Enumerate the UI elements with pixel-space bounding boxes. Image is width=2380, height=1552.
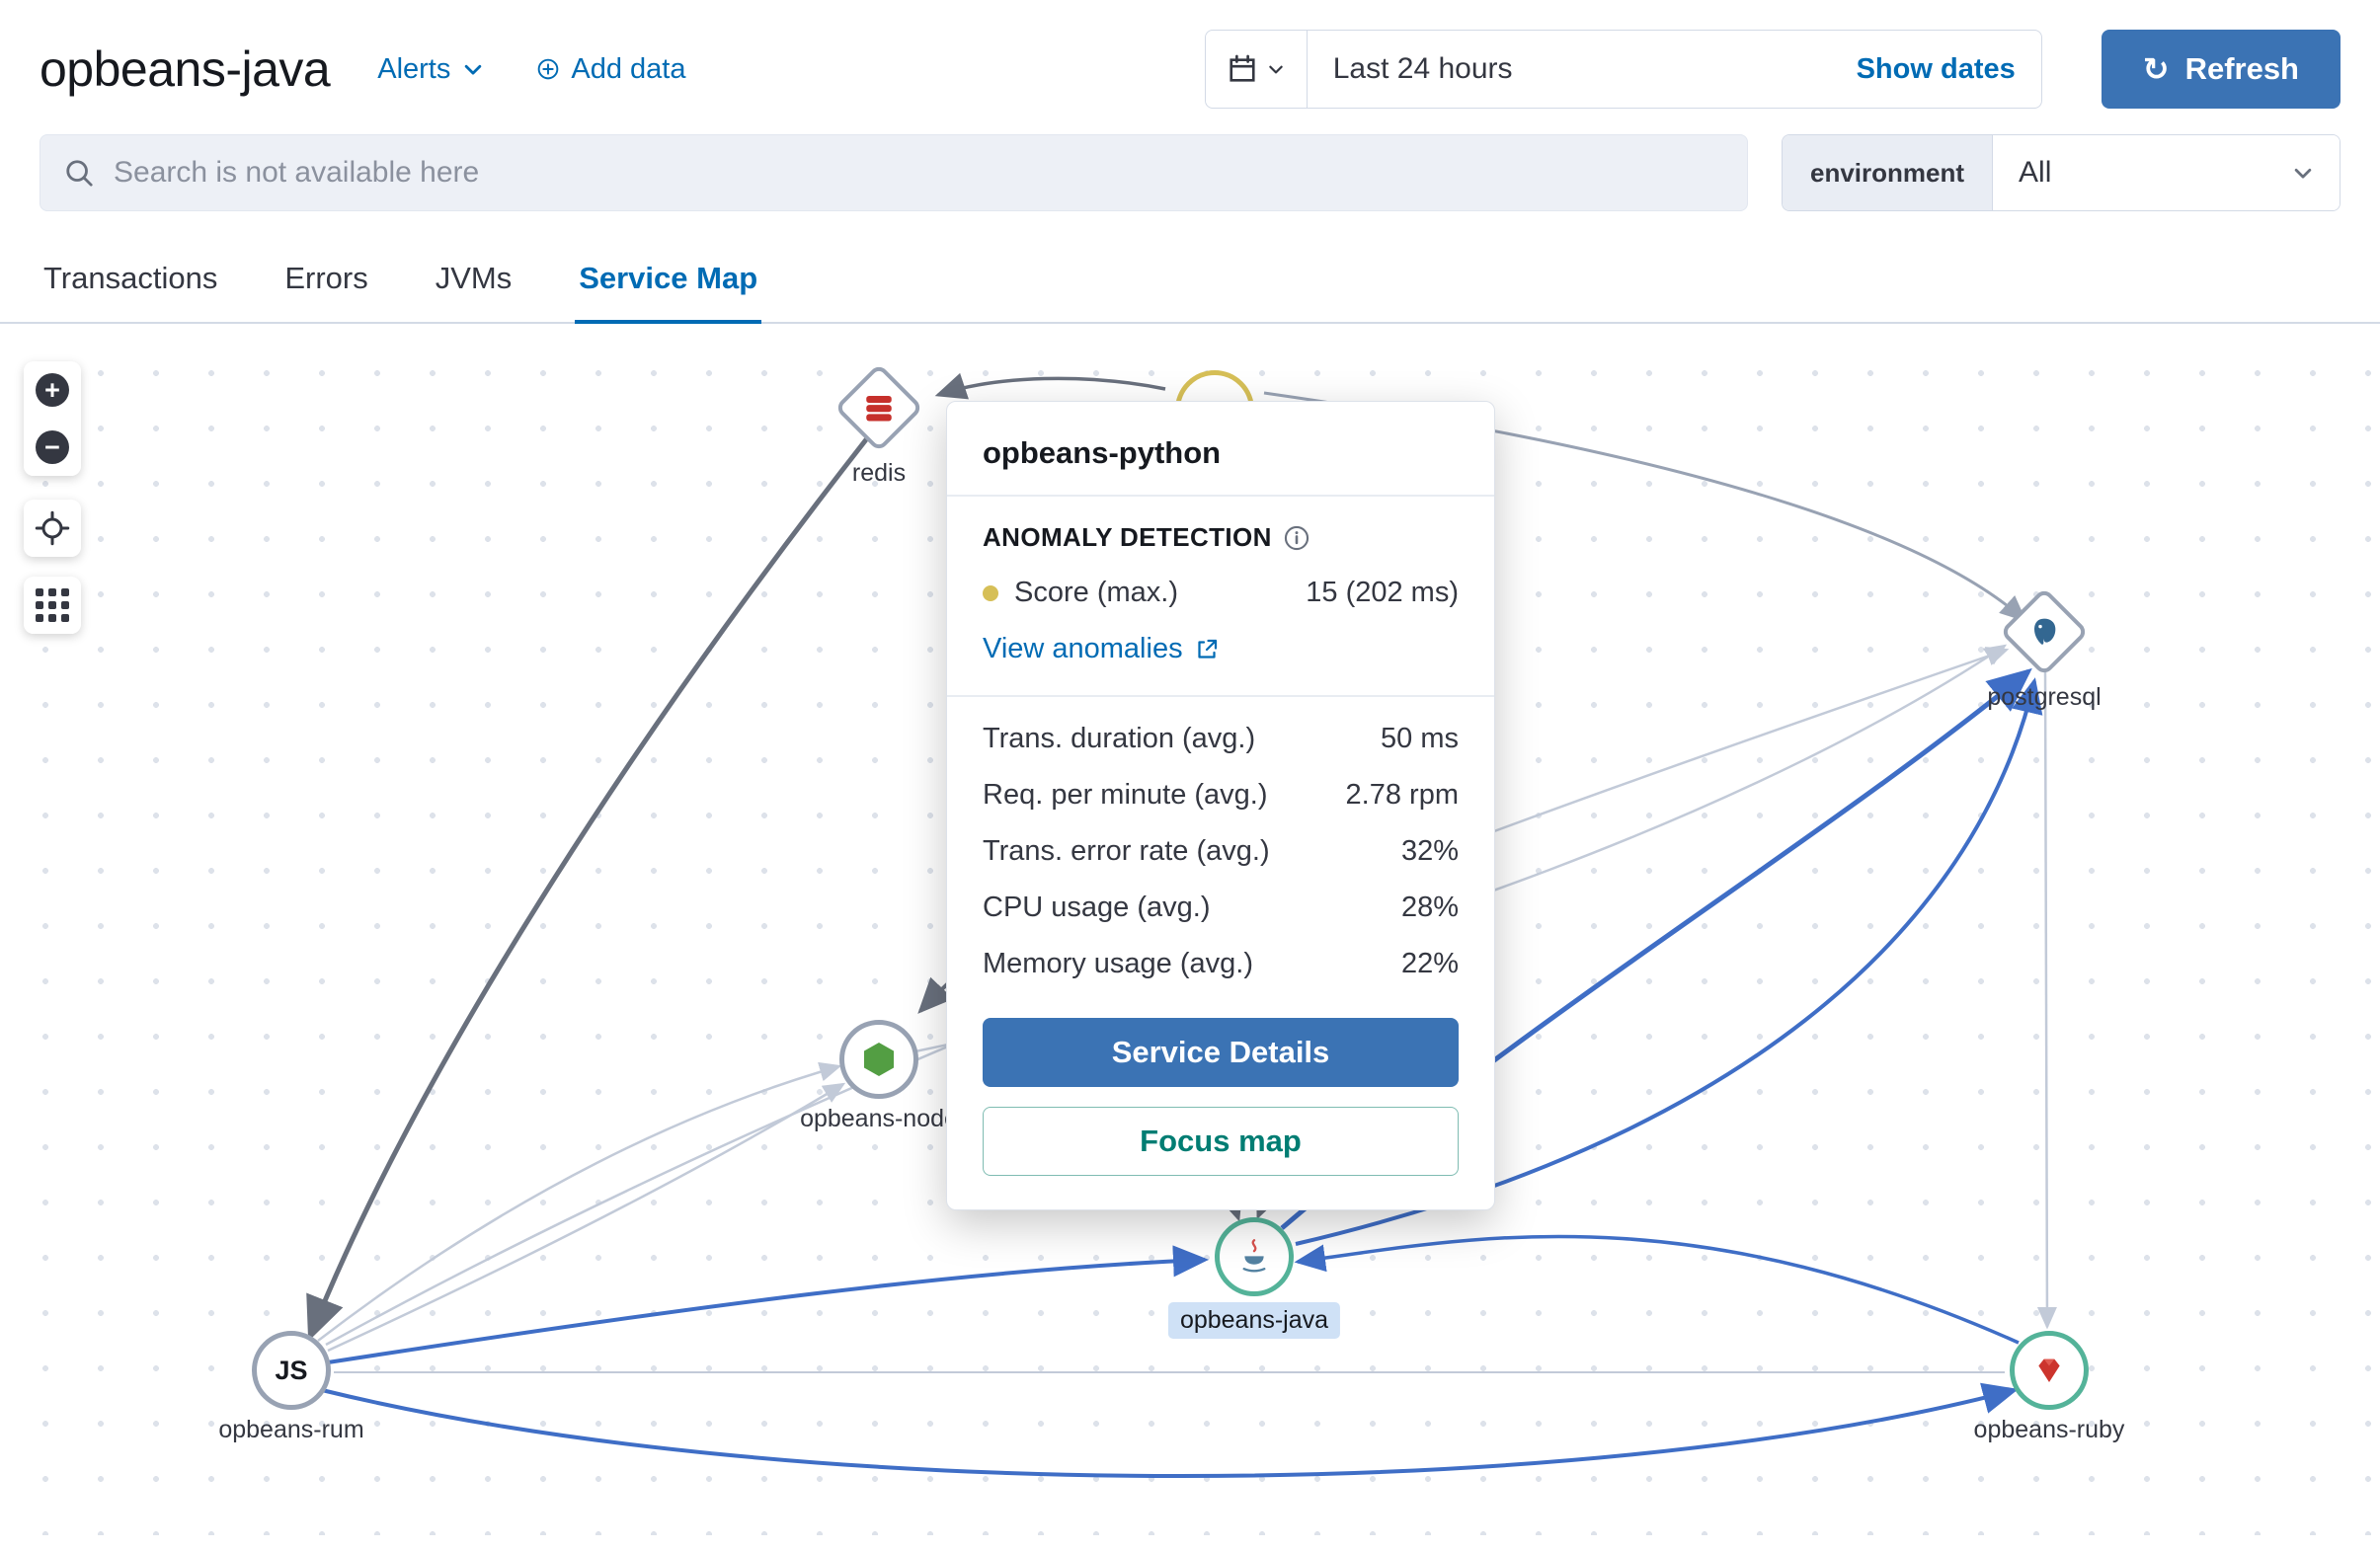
metric-label: Memory usage (avg.) bbox=[983, 948, 1253, 979]
center-control bbox=[24, 500, 81, 557]
anomaly-detection-heading: ANOMALY DETECTION bbox=[983, 522, 1459, 553]
search-row: environment All bbox=[0, 134, 2380, 211]
metric-value: 50 ms bbox=[1381, 723, 1459, 754]
search-box bbox=[40, 134, 1748, 211]
zoom-out-icon: − bbox=[36, 430, 69, 464]
metric-label: Req. per minute (avg.) bbox=[983, 779, 1268, 811]
grid-icon bbox=[36, 588, 69, 622]
node-label: opbeans-java bbox=[1167, 1302, 1341, 1339]
metric-label: CPU usage (avg.) bbox=[983, 892, 1211, 923]
anomaly-severity-dot bbox=[983, 584, 998, 601]
nodejs-node-shape bbox=[839, 1020, 918, 1099]
environment-filter[interactable]: environment All bbox=[1782, 134, 2340, 211]
page-title: opbeans-java bbox=[40, 41, 331, 97]
metric-row: CPU usage (avg.) 28% bbox=[983, 892, 1459, 924]
environment-value: All bbox=[2019, 156, 2052, 189]
divider bbox=[947, 495, 1494, 497]
metric-value: 22% bbox=[1400, 948, 1459, 979]
node-label: opbeans-rum bbox=[218, 1416, 364, 1443]
external-link-icon bbox=[1197, 639, 1217, 659]
crosshair-icon bbox=[35, 510, 70, 546]
javascript-icon: JS bbox=[275, 1355, 308, 1385]
apm-tabs: Transactions Errors JVMs Service Map bbox=[0, 247, 2380, 324]
anomaly-heading-label: ANOMALY DETECTION bbox=[983, 522, 1272, 552]
environment-filter-label: environment bbox=[1783, 135, 1994, 210]
search-icon bbox=[66, 160, 93, 187]
popup-title: opbeans-python bbox=[983, 435, 1222, 470]
calendar-icon bbox=[1230, 54, 1255, 82]
node-label: postgresql bbox=[1987, 683, 2102, 711]
alerts-dropdown[interactable]: Alerts bbox=[371, 52, 490, 87]
postgresql-icon bbox=[2034, 618, 2056, 645]
date-picker-button[interactable] bbox=[1205, 31, 1308, 108]
service-details-button[interactable]: Service Details bbox=[983, 1018, 1459, 1087]
view-anomalies-link[interactable]: View anomalies bbox=[983, 633, 1219, 665]
ruby-icon bbox=[2038, 1358, 2060, 1382]
page-header: opbeans-java Alerts Add data Last 24 hou… bbox=[0, 0, 2380, 134]
tab-transactions[interactable]: Transactions bbox=[40, 247, 221, 324]
metric-value: 32% bbox=[1400, 835, 1459, 867]
add-data-button[interactable]: Add data bbox=[531, 52, 691, 87]
service-map-canvas[interactable]: + − redis postgresql opbeans-node bbox=[0, 324, 2380, 1535]
info-icon[interactable] bbox=[1284, 525, 1309, 551]
java-node-shape bbox=[1215, 1217, 1294, 1296]
grid-layout-button[interactable] bbox=[24, 577, 81, 634]
zoom-out-button[interactable]: − bbox=[24, 419, 81, 476]
tab-service-map[interactable]: Service Map bbox=[575, 247, 762, 324]
metric-label: Trans. duration (avg.) bbox=[983, 723, 1256, 754]
show-dates-link[interactable]: Show dates bbox=[1856, 52, 2016, 85]
chevron-down-icon bbox=[1269, 65, 1283, 74]
redis-icon bbox=[866, 395, 892, 422]
zoom-controls: + − bbox=[24, 361, 81, 476]
time-range-value[interactable]: Last 24 hours bbox=[1332, 52, 1513, 85]
metric-value: 28% bbox=[1400, 892, 1459, 923]
node-label: opbeans-node bbox=[800, 1105, 958, 1132]
view-anomalies-label: View anomalies bbox=[983, 633, 1183, 664]
metric-label: Trans. error rate (avg.) bbox=[983, 835, 1270, 867]
rum-node-shape: JS bbox=[252, 1331, 331, 1410]
node-label: opbeans-ruby bbox=[1973, 1416, 2125, 1443]
java-icon bbox=[1242, 1239, 1266, 1273]
layout-control bbox=[24, 577, 81, 634]
metric-row: Req. per minute (avg.) 2.78 rpm bbox=[983, 779, 1459, 812]
metric-value: 2.78 rpm bbox=[1345, 779, 1459, 811]
score-label: Score (max.) bbox=[1014, 577, 1178, 608]
plus-circle-icon bbox=[538, 58, 559, 80]
service-popup: opbeans-python ANOMALY DETECTION Score (… bbox=[946, 401, 1495, 1210]
refresh-icon: ↻ bbox=[2142, 51, 2170, 87]
refresh-label: Refresh bbox=[2184, 51, 2299, 86]
tab-errors[interactable]: Errors bbox=[280, 247, 371, 324]
metric-row: Trans. duration (avg.) 50 ms bbox=[983, 723, 1459, 755]
metric-row: Trans. error rate (avg.) 32% bbox=[983, 835, 1459, 868]
divider bbox=[947, 695, 1494, 697]
focus-map-button[interactable]: Focus map bbox=[983, 1107, 1459, 1176]
tab-jvms[interactable]: JVMs bbox=[432, 247, 516, 324]
chevron-down-icon bbox=[465, 64, 482, 75]
add-data-label: Add data bbox=[571, 52, 686, 85]
anomaly-score-row: Score (max.) 15 (202 ms) bbox=[983, 577, 1459, 609]
alerts-label: Alerts bbox=[377, 52, 451, 85]
node-label: redis bbox=[851, 459, 907, 487]
search-input[interactable] bbox=[112, 155, 1723, 191]
chevron-down-icon bbox=[2294, 168, 2312, 179]
center-map-button[interactable] bbox=[24, 500, 81, 557]
ruby-node-shape bbox=[2010, 1331, 2089, 1410]
zoom-in-button[interactable]: + bbox=[24, 361, 81, 419]
nodejs-icon bbox=[864, 1043, 894, 1076]
refresh-button[interactable]: ↻ Refresh bbox=[2101, 30, 2340, 109]
score-value: 15 (202 ms) bbox=[1306, 577, 1459, 608]
time-picker: Last 24 hours Show dates bbox=[1204, 30, 2042, 109]
zoom-in-icon: + bbox=[36, 373, 69, 407]
environment-select[interactable]: All bbox=[1993, 135, 2340, 210]
metric-row: Memory usage (avg.) 22% bbox=[983, 948, 1459, 980]
